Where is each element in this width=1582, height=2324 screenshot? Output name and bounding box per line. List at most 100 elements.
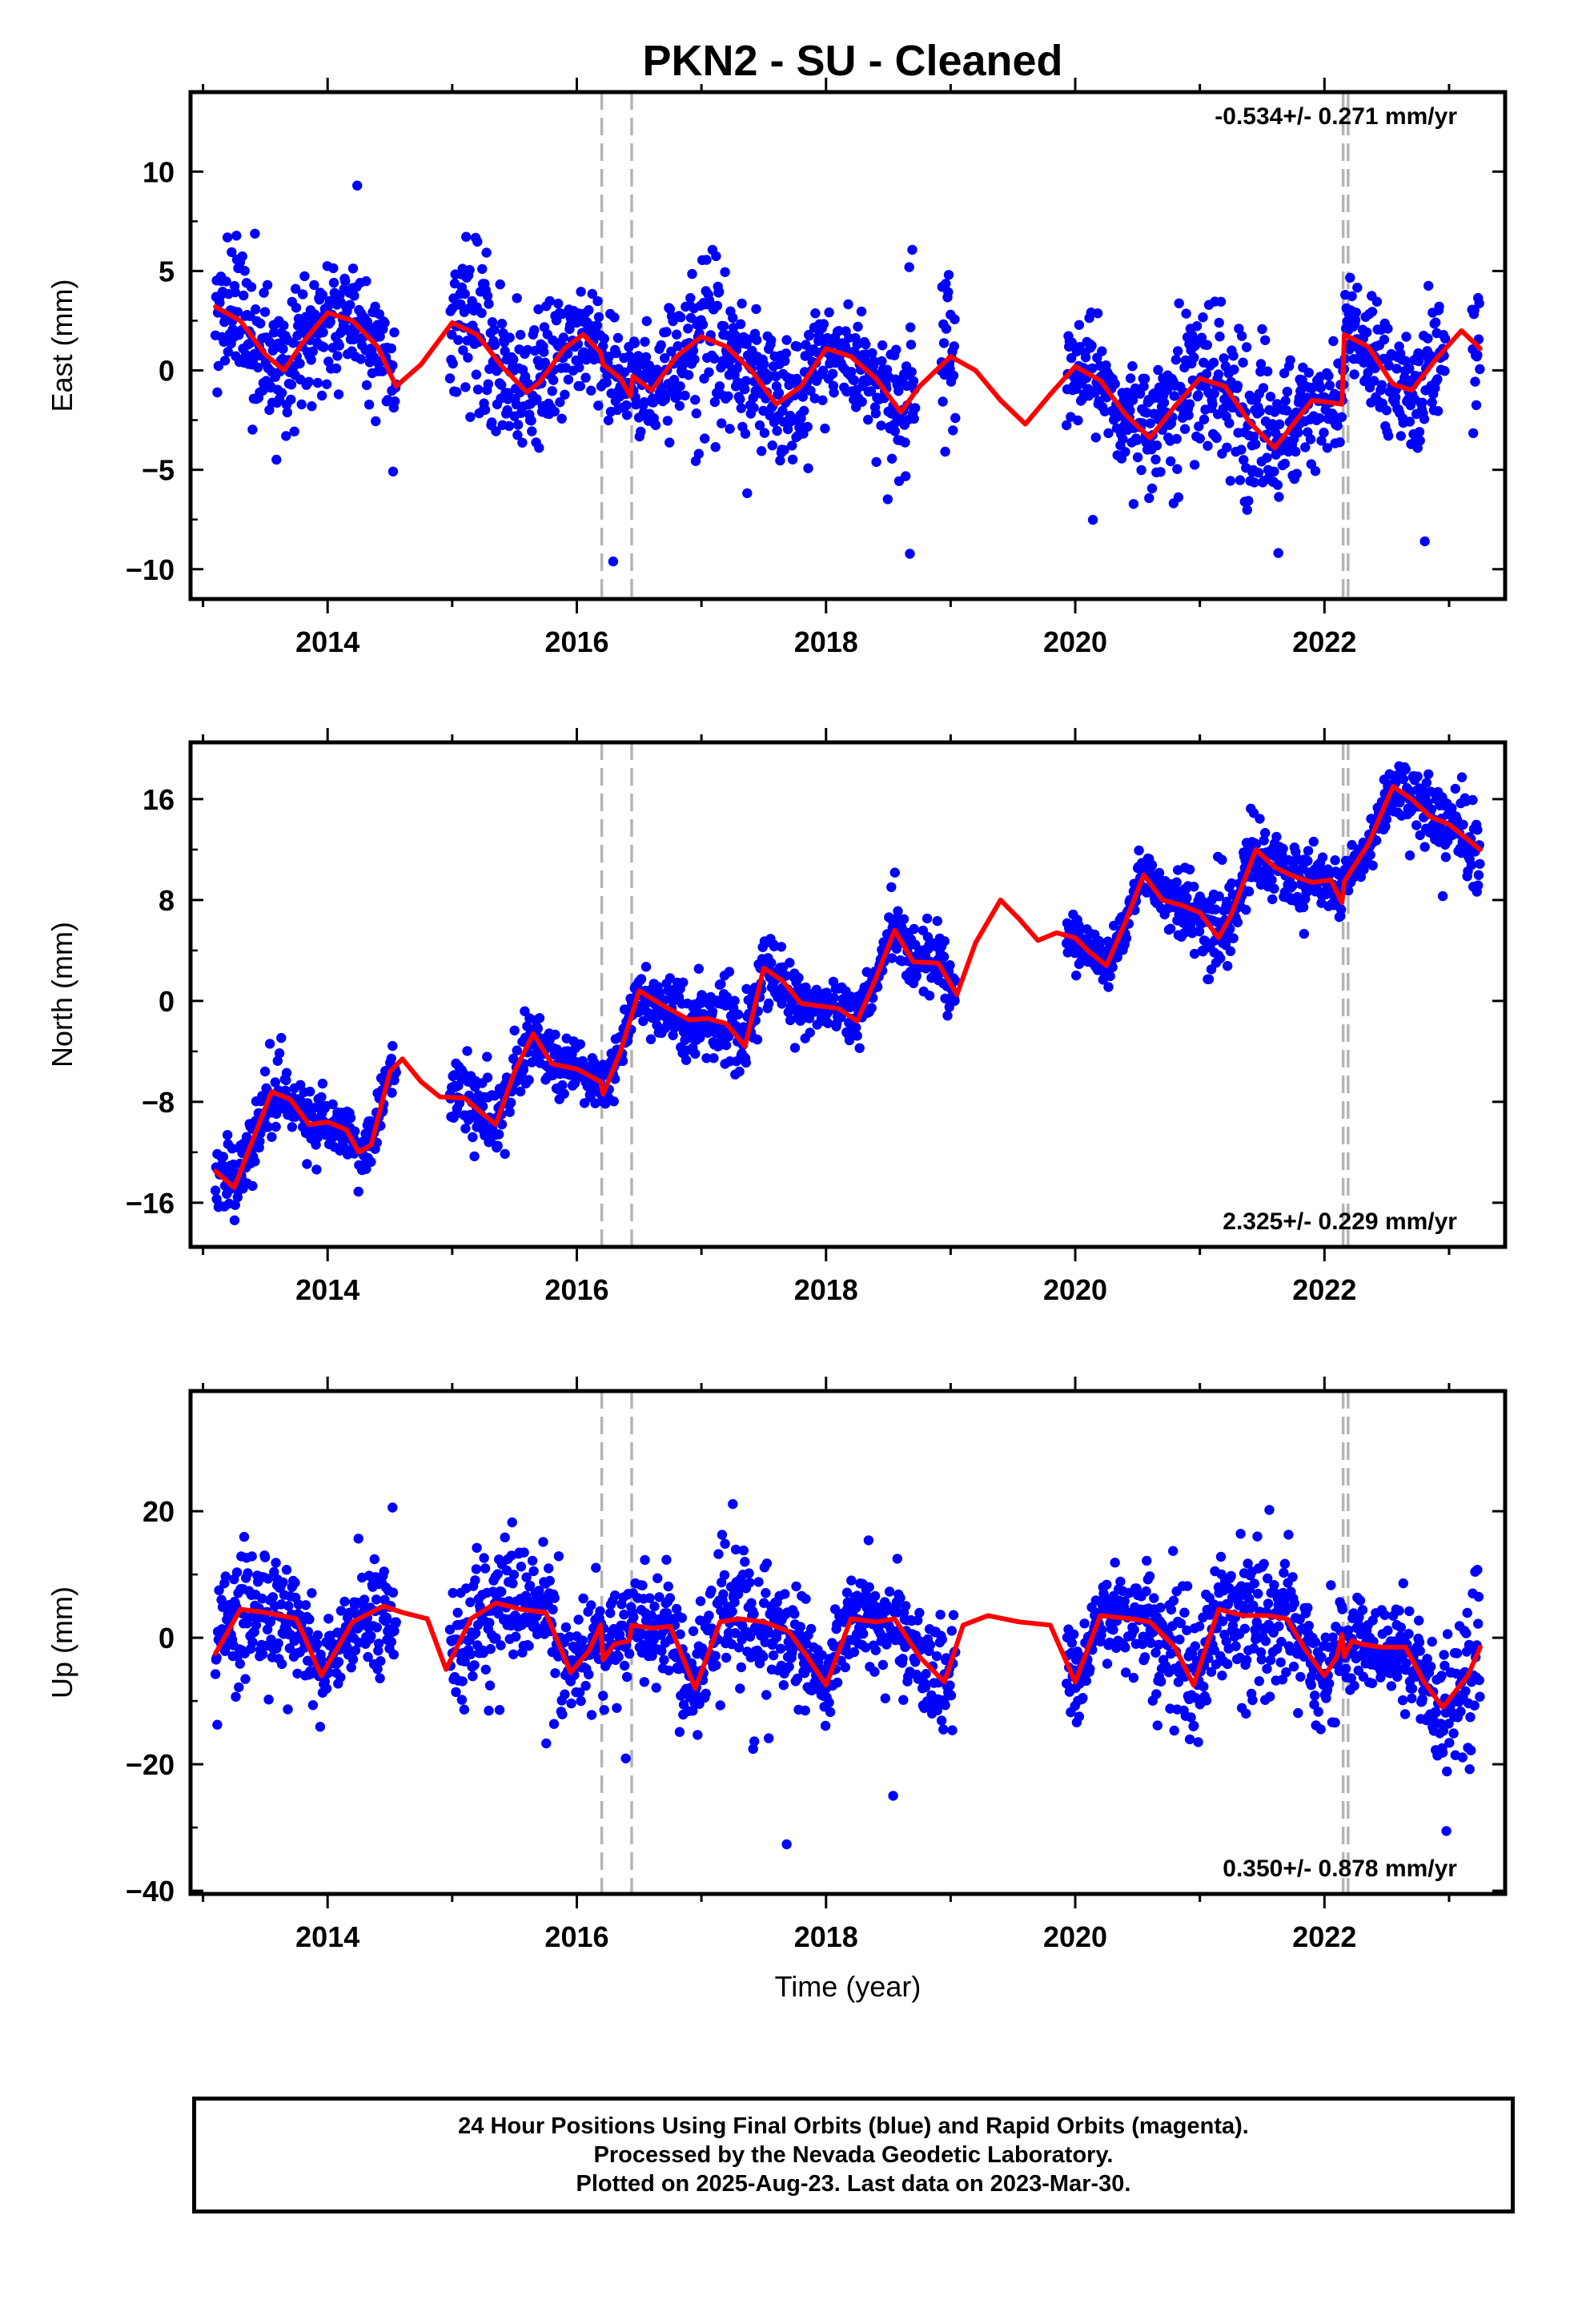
data-point	[1202, 340, 1213, 350]
data-point	[1213, 369, 1224, 380]
data-point	[1381, 405, 1392, 416]
data-point	[678, 977, 689, 988]
data-point	[1079, 1618, 1090, 1629]
data-point	[884, 1586, 895, 1597]
data-point	[1267, 419, 1278, 429]
data-point	[253, 362, 263, 373]
data-point	[584, 1669, 594, 1680]
data-point	[608, 1096, 619, 1107]
data-point	[298, 289, 308, 300]
data-point	[701, 1053, 712, 1063]
data-point	[690, 1048, 701, 1059]
data-point	[1413, 348, 1423, 359]
data-point	[386, 1053, 396, 1064]
data-point	[386, 343, 396, 354]
data-point	[1121, 933, 1132, 943]
data-point	[640, 962, 652, 972]
data-point	[817, 395, 828, 405]
data-point	[574, 1687, 585, 1698]
data-point	[900, 437, 910, 448]
data-point	[1191, 321, 1203, 332]
data-point	[752, 335, 762, 345]
plot-frame	[188, 90, 1508, 601]
data-point	[1335, 904, 1347, 915]
data-point	[795, 1622, 805, 1632]
data-point	[843, 299, 853, 310]
data-point	[1215, 953, 1226, 964]
data-point	[725, 424, 735, 434]
data-point	[1419, 536, 1430, 547]
data-point	[553, 298, 564, 309]
data-point	[948, 425, 958, 436]
data-point	[239, 266, 250, 276]
data-point	[1193, 390, 1203, 400]
data-point	[462, 1046, 472, 1056]
data-point	[1383, 324, 1393, 334]
data-point	[841, 1587, 853, 1598]
data-point	[895, 1593, 905, 1603]
data-point	[271, 454, 282, 465]
data-point	[480, 404, 491, 415]
data-point	[938, 396, 948, 407]
data-point	[1158, 397, 1170, 408]
data-point	[805, 385, 816, 396]
data-point	[1458, 819, 1468, 830]
data-point	[749, 1609, 759, 1619]
data-point	[858, 1628, 869, 1639]
data-point	[1299, 928, 1310, 939]
data-point	[500, 346, 510, 356]
data-point	[559, 1088, 569, 1100]
data-point	[527, 1555, 538, 1566]
data-point	[950, 314, 960, 324]
data-point	[223, 347, 233, 357]
data-point	[718, 321, 729, 332]
data-point	[824, 307, 834, 318]
data-point	[259, 1552, 271, 1562]
data-point	[940, 446, 950, 457]
data-point	[1222, 896, 1232, 907]
data-point	[619, 1660, 630, 1671]
data-point	[801, 982, 811, 993]
data-point	[766, 958, 777, 968]
data-point	[1085, 1663, 1095, 1675]
data-point	[886, 453, 897, 464]
data-point	[286, 380, 297, 390]
data-point	[508, 1649, 519, 1659]
data-point	[222, 232, 233, 243]
data-point	[720, 1538, 730, 1549]
data-point	[1418, 786, 1428, 797]
data-point	[534, 1586, 544, 1596]
data-point	[257, 385, 268, 396]
data-point	[1189, 460, 1200, 470]
data-point	[889, 426, 901, 436]
data-point	[599, 1705, 609, 1715]
data-point	[746, 1598, 757, 1608]
data-point	[1227, 878, 1237, 889]
data-point	[496, 1640, 506, 1651]
data-point	[485, 1643, 496, 1655]
data-point	[649, 1601, 660, 1612]
data-point	[1169, 391, 1179, 401]
data-point	[824, 1697, 834, 1708]
data-points	[210, 1498, 1485, 1850]
data-point	[898, 1695, 909, 1705]
data-point	[1259, 835, 1269, 846]
data-point	[515, 1086, 526, 1097]
data-point	[861, 1642, 871, 1653]
data-point	[683, 370, 694, 380]
data-point	[553, 1551, 564, 1562]
data-point	[1471, 400, 1482, 411]
data-point	[517, 437, 528, 448]
data-point	[737, 298, 747, 309]
data-point	[346, 1663, 356, 1673]
data-point	[255, 318, 266, 329]
data-point	[840, 341, 851, 352]
data-point	[803, 463, 813, 473]
data-point	[764, 1733, 774, 1743]
plot-area	[210, 742, 1485, 1247]
data-point	[1201, 368, 1212, 380]
data-point	[465, 1649, 476, 1659]
data-point	[1278, 843, 1288, 854]
data-point	[705, 296, 715, 306]
data-point	[910, 1657, 921, 1667]
